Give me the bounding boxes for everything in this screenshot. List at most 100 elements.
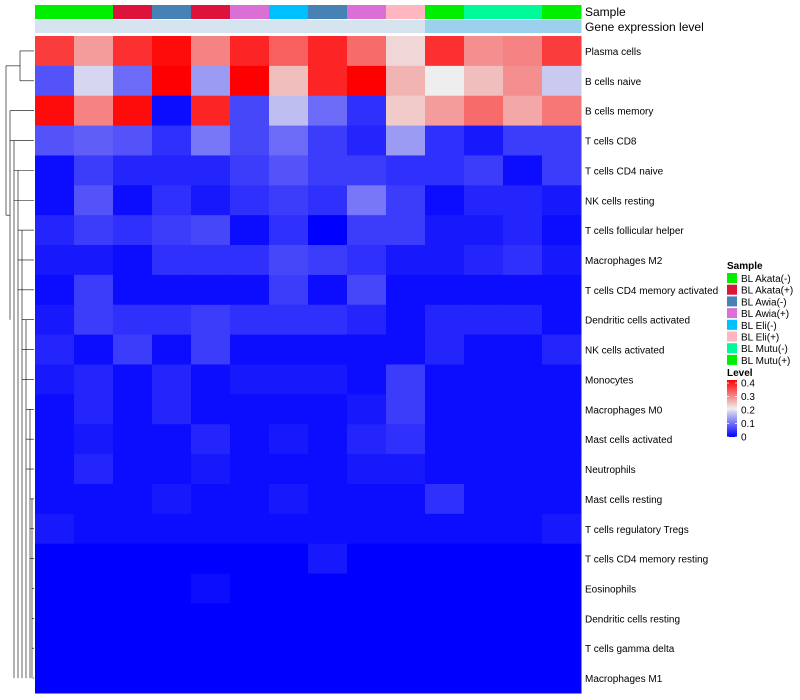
heatmap-cell [74, 633, 114, 664]
heatmap-cell [308, 543, 348, 575]
sample-annotation-cell [503, 5, 543, 19]
heatmap-cell [542, 454, 582, 485]
heatmap-cell [191, 334, 231, 365]
heatmap-cell [425, 454, 465, 485]
heatmap-cell [35, 95, 75, 127]
level-legend-tick-label: 0.2 [741, 406, 755, 417]
heatmap-cell [503, 245, 543, 276]
expression-level-annotation-cell [308, 20, 348, 33]
heatmap-cell [35, 155, 75, 186]
heatmap-cell [269, 633, 309, 664]
heatmap-cell [152, 424, 192, 455]
heatmap-cell [152, 633, 192, 664]
heatmap-cell [425, 36, 465, 67]
expression-level-annotation-cell [230, 20, 270, 33]
heatmap-cell [542, 543, 582, 575]
heatmap-cell [503, 65, 543, 97]
heatmap-cell [230, 483, 270, 515]
heatmap-cell [386, 483, 426, 515]
heatmap-cell [152, 65, 192, 97]
heatmap-cell [191, 155, 231, 186]
heatmap-cell [74, 274, 114, 306]
heatmap-cell [542, 65, 582, 97]
row-label: Plasma cells [585, 47, 641, 58]
heatmap-cell [386, 245, 426, 276]
row-label: T cells CD4 memory activated [585, 286, 718, 297]
heatmap-cell [269, 454, 309, 485]
heatmap-cell [503, 424, 543, 455]
heatmap-cell [503, 95, 543, 127]
heatmap-cell [269, 185, 309, 216]
heatmap-cell [542, 185, 582, 216]
heatmap-cell [74, 95, 114, 127]
heatmap-cell [74, 483, 114, 515]
heatmap-cell [152, 543, 192, 575]
heatmap-cell [542, 483, 582, 515]
sample-annotation-cell [230, 5, 270, 19]
heatmap-cell [386, 603, 426, 634]
row-label: B cells memory [585, 107, 653, 118]
heatmap-cell [113, 304, 153, 336]
heatmap-cell [74, 663, 114, 694]
heatmap-cell [308, 663, 348, 694]
heatmap-cell [425, 424, 465, 455]
heatmap-cell [191, 65, 231, 97]
heatmap-cell [347, 573, 387, 604]
expression-level-annotation-cell [35, 20, 75, 33]
heatmap-cell [230, 603, 270, 634]
heatmap-cell [425, 185, 465, 216]
heatmap-cell [347, 155, 387, 186]
heatmap-cell [542, 364, 582, 395]
heatmap-cell [35, 633, 75, 664]
heatmap-cell [425, 633, 465, 664]
row-label: NK cells activated [585, 346, 664, 357]
heatmap-cell [503, 543, 543, 575]
heatmap-cell [347, 394, 387, 425]
heatmap-cell [269, 155, 309, 186]
heatmap-cell [425, 663, 465, 694]
heatmap-cell [152, 95, 192, 127]
heatmap-cell [113, 394, 153, 425]
row-label: T cells CD4 naive [585, 166, 664, 177]
heatmap-cell [386, 125, 426, 156]
heatmap-cell [542, 633, 582, 664]
heatmap-cell [191, 663, 231, 694]
heatmap-cell [308, 215, 348, 246]
sample-annotation-cell [464, 5, 504, 19]
heatmap-cell [425, 155, 465, 186]
heatmap-cell [308, 603, 348, 634]
sample-annotation-cell [542, 5, 582, 19]
heatmap-cell [191, 424, 231, 455]
heatmap-cell [347, 633, 387, 664]
heatmap-cell [542, 513, 582, 545]
heatmap-cell [347, 603, 387, 634]
heatmap-cell [464, 215, 504, 246]
heatmap-cell [191, 513, 231, 545]
heatmap-cell [464, 125, 504, 156]
heatmap-cell [347, 663, 387, 694]
heatmap-cell [386, 65, 426, 97]
level-legend-tick-label: 0.3 [741, 392, 755, 403]
heatmap-cell [425, 304, 465, 336]
heatmap-cell [230, 245, 270, 276]
heatmap-cell [269, 573, 309, 604]
row-label: Monocytes [585, 375, 633, 386]
heatmap-cell [308, 573, 348, 604]
heatmap-cell [308, 364, 348, 395]
row-label: T cells CD4 memory resting [585, 555, 708, 566]
heatmap-cell [74, 573, 114, 604]
heatmap-cell [542, 603, 582, 634]
heatmap-cell [269, 663, 309, 694]
heatmap-cell [542, 215, 582, 246]
heatmap-cell [74, 65, 114, 97]
heatmap-cell [386, 633, 426, 664]
sample-annotation-label: Sample [585, 5, 626, 19]
heatmap-cell [152, 304, 192, 336]
heatmap-cell [230, 454, 270, 485]
sample-legend-swatch [727, 331, 737, 342]
heatmap-cell [542, 573, 582, 604]
row-label: Mast cells activated [585, 435, 672, 446]
heatmap-cell [503, 155, 543, 186]
heatmap-cell [386, 36, 426, 67]
heatmap-cell [464, 454, 504, 485]
